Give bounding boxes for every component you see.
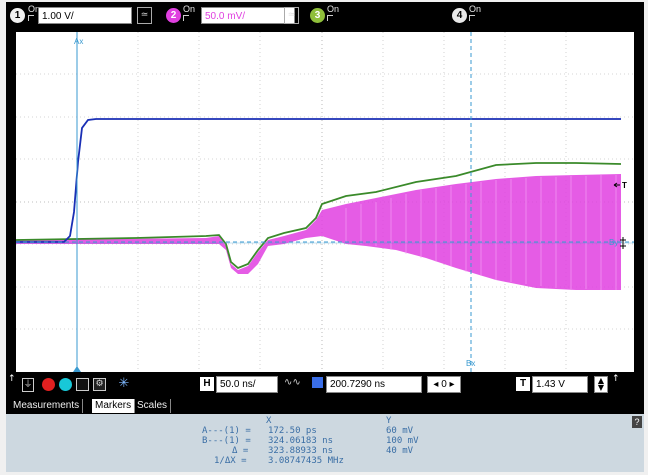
channel-4-number: 4 bbox=[456, 10, 463, 21]
channel-1-coupling-icon[interactable]: ≃ bbox=[137, 7, 152, 24]
scope-window: 1 On 1.00 V/ ≃ 2 On 50.0 mV/ ≃ 3 On 4 On bbox=[6, 2, 644, 472]
autoscale-icon[interactable] bbox=[76, 378, 89, 391]
run-stop-icon[interactable] bbox=[42, 378, 55, 391]
display-icon[interactable]: ⚙ bbox=[93, 378, 106, 391]
control-bar: ↑ ⏚ ⚙ ✳ H 50.0 ns/ ∿∿ 200.7290 ns ◂ 0 ▸ … bbox=[6, 373, 644, 397]
channel-3-number: 3 bbox=[314, 10, 321, 21]
tab-measurements[interactable]: Measurements bbox=[10, 399, 84, 413]
readout-row-b-y: 100 mV bbox=[386, 436, 419, 446]
channel-2-coupling-icon[interactable]: ≃ bbox=[284, 7, 299, 24]
channel-4-on-label[interactable]: On bbox=[469, 4, 482, 14]
channel-3-on-label[interactable]: On bbox=[327, 4, 340, 14]
ground-marker-icon[interactable] bbox=[620, 237, 626, 249]
channel-1-on-toggle-icon[interactable] bbox=[28, 15, 34, 21]
tab-scales[interactable]: Scales bbox=[134, 399, 172, 413]
delay-nav[interactable]: ◂ 0 ▸ bbox=[427, 376, 461, 393]
channel-4-badge[interactable]: 4 bbox=[452, 8, 467, 23]
trigger-label: T bbox=[516, 377, 530, 391]
readout-row-a-label: A---(1) = bbox=[202, 426, 251, 436]
channel-1-trace bbox=[16, 118, 621, 243]
trigger-level-field[interactable]: 1.43 V bbox=[532, 376, 588, 393]
readout-row-delta-label: Δ = bbox=[232, 446, 249, 456]
channel-2-striations bbox=[345, 175, 617, 290]
readout-row-b-label: B---(1) = bbox=[202, 436, 251, 446]
channel-1-badge[interactable]: 1 bbox=[10, 8, 25, 23]
trigger-level-stepper[interactable]: ▲ ▼ bbox=[594, 376, 608, 393]
channel-2-scale-field[interactable]: 50.0 mV/ bbox=[201, 7, 295, 24]
channel-3-on-toggle-icon[interactable] bbox=[327, 15, 333, 21]
clear-display-icon[interactable]: ✳ bbox=[118, 376, 130, 391]
trigger-level-label: T bbox=[622, 181, 627, 190]
trigger-arrow-icon[interactable] bbox=[613, 182, 620, 188]
readout-x-header: X bbox=[266, 416, 272, 426]
delay-marker-icon[interactable] bbox=[312, 377, 323, 388]
channel-2-on-toggle-icon[interactable] bbox=[183, 15, 189, 21]
readout-row-b-x: 324.06183 ns bbox=[268, 436, 334, 446]
marker-readout-panel: ? X Y A---(1) = 172.50 ps 60 mV B---(1) … bbox=[6, 414, 644, 472]
timebase-stepper-icon[interactable]: ∿∿ bbox=[284, 377, 301, 388]
marker-ax-label: Ax bbox=[74, 37, 83, 46]
readout-row-a-y: 60 mV bbox=[386, 426, 414, 436]
readout-row-a-x: 172.50 ps bbox=[268, 426, 317, 436]
channel-2-envelope bbox=[16, 174, 621, 290]
readout-row-delta-y: 40 mV bbox=[386, 446, 414, 456]
timebase-field[interactable]: 50.0 ns/ bbox=[216, 376, 278, 393]
channel-bar: 1 On 1.00 V/ ≃ 2 On 50.0 mV/ ≃ 3 On 4 On bbox=[6, 2, 644, 32]
readout-row-freq-label: 1/ΔX = bbox=[214, 456, 247, 466]
tab-markers[interactable]: Markers bbox=[92, 399, 136, 413]
ground-icon[interactable]: ⏚ bbox=[22, 378, 34, 392]
channel-1-number: 1 bbox=[14, 10, 21, 21]
channel-2-on-label[interactable]: On bbox=[183, 4, 196, 14]
channel-2-badge[interactable]: 2 bbox=[166, 8, 181, 23]
marker-by-label: By bbox=[609, 238, 618, 247]
left-marker-icon[interactable]: ↑ bbox=[8, 374, 16, 384]
readout-row-freq-x: 3.08747435 MHz bbox=[268, 456, 344, 466]
marker-bx-label: Bx bbox=[466, 359, 475, 368]
waveform-display[interactable]: Ax Bx By T bbox=[15, 32, 634, 372]
grid bbox=[16, 32, 634, 372]
info-tabs: Measurements Markers Scales bbox=[6, 397, 644, 414]
readout-y-header: Y bbox=[386, 416, 392, 426]
readout-row-delta-x: 323.88933 ns bbox=[268, 446, 334, 456]
right-marker-icon[interactable]: ↑ bbox=[612, 374, 620, 384]
channel-1-on-label[interactable]: On bbox=[28, 4, 41, 14]
channel-3-badge[interactable]: 3 bbox=[310, 8, 325, 23]
help-button[interactable]: ? bbox=[632, 416, 642, 428]
waveform-svg: Ax Bx By T bbox=[15, 32, 634, 372]
channel-3-trace bbox=[15, 162, 622, 270]
channel-1-scale-field[interactable]: 1.00 V/ bbox=[38, 7, 132, 24]
horizontal-label: H bbox=[200, 377, 214, 391]
delay-field[interactable]: 200.7290 ns bbox=[326, 376, 422, 393]
channel-4-on-toggle-icon[interactable] bbox=[469, 15, 475, 21]
marker-ax-handle-icon[interactable] bbox=[73, 366, 81, 372]
channel-2-number: 2 bbox=[170, 10, 177, 21]
single-acquire-icon[interactable] bbox=[59, 378, 72, 391]
delay-nav-value: 0 bbox=[441, 379, 447, 390]
